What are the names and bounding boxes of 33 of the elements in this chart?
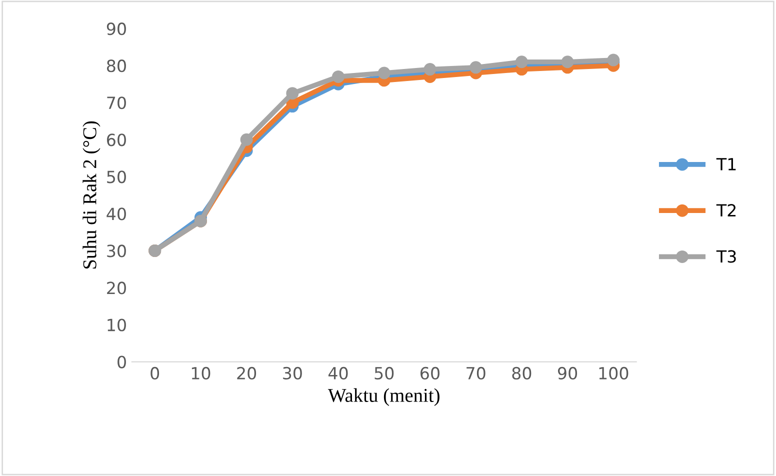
y-axis-title: Suhu di Rak 2 (°C) [82,121,100,269]
point [286,87,299,100]
legend-label: T1 [716,158,736,170]
x-tick-label: 40 [328,366,348,380]
x-tick-label: 10 [192,366,210,380]
y-tick-label: 40 [106,208,126,220]
x-tick-label: 80 [512,366,532,380]
point [515,56,528,68]
point [240,133,253,146]
x-tick-label: 70 [466,366,486,380]
x-tick-label: 100 [599,366,628,380]
legend-label: T2 [716,204,736,216]
point [332,70,345,83]
point [378,66,390,80]
y-tick-label: 60 [107,134,126,146]
y-tick-label: 50 [107,170,126,184]
y-tick-label: 70 [107,96,126,110]
x-tick-label: 50 [374,366,394,380]
x-tick-label: 30 [283,366,302,380]
y-tick-label: 90 [106,22,126,36]
y-tick-label: 20 [107,282,126,294]
x-tick-label: 60 [420,366,440,380]
x-tick-label: 0 [150,366,160,380]
y-tick-label: 0 [118,356,126,368]
point [424,63,436,76]
x-tick-label: 20 [237,366,256,380]
point [561,56,574,68]
x-axis-title: Waktu (menit) [328,388,440,406]
y-tick-label: 10 [108,318,126,332]
x-tick-label: 90 [558,366,578,380]
legend-label: T3 [716,250,736,263]
y-tick-label: 80 [106,60,126,72]
y-tick-label: 30 [107,244,126,258]
